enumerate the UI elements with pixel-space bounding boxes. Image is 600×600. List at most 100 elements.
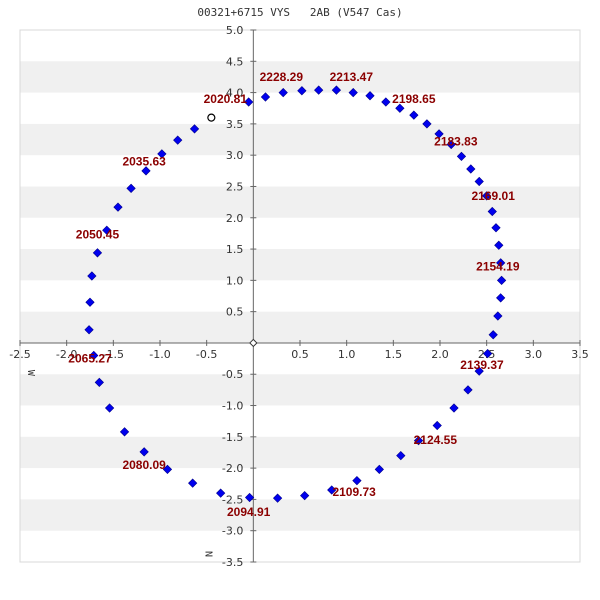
y-tick-label: 2.5 bbox=[226, 180, 244, 193]
orbit-point bbox=[474, 366, 484, 376]
orbit-point bbox=[87, 271, 97, 281]
y-tick-label: -1.5 bbox=[222, 431, 243, 444]
grid-band bbox=[20, 311, 580, 343]
y-tick-label: -3.5 bbox=[222, 556, 243, 569]
orbit-point bbox=[396, 450, 406, 461]
orbit-point bbox=[84, 325, 94, 335]
orbit-point bbox=[381, 97, 391, 107]
grid-band bbox=[20, 123, 580, 156]
x-axis-label: W bbox=[25, 370, 36, 377]
orbit-point bbox=[487, 206, 497, 217]
y-tick-label: 3.0 bbox=[226, 149, 244, 162]
orbit-point bbox=[327, 485, 337, 495]
x-tick-label: -1.0 bbox=[149, 348, 170, 361]
orbit-point bbox=[260, 92, 271, 102]
orbit-point bbox=[434, 129, 444, 139]
orbit-point bbox=[300, 491, 310, 501]
x-tick-label: -2.5 bbox=[9, 348, 30, 361]
orbit-point bbox=[413, 435, 424, 446]
orbit-point bbox=[297, 86, 307, 96]
orbit-point bbox=[272, 493, 283, 503]
orbit-point bbox=[126, 183, 136, 193]
orbit-point bbox=[374, 464, 384, 474]
primary-star-marker bbox=[249, 338, 258, 348]
orbit-point bbox=[432, 420, 442, 431]
x-tick-label: 3.0 bbox=[525, 348, 543, 361]
epoch-label: 2020.81 bbox=[204, 92, 248, 106]
epoch-label: 2228.29 bbox=[260, 70, 304, 84]
epoch-label: 2154.19 bbox=[476, 260, 520, 274]
epoch-label: 2169.01 bbox=[472, 189, 516, 203]
y-tick-label: 0.5 bbox=[226, 306, 244, 319]
epoch-label: 2198.65 bbox=[392, 92, 436, 106]
orbit-point bbox=[466, 164, 476, 174]
orbit-point bbox=[474, 176, 484, 187]
orbit-point bbox=[89, 350, 99, 361]
orbit-point bbox=[493, 311, 503, 321]
y-tick-label: 1.0 bbox=[226, 274, 244, 287]
epoch-label: 2213.47 bbox=[330, 70, 374, 84]
orbit-point bbox=[139, 447, 149, 457]
y-tick-label: 3.5 bbox=[226, 118, 244, 131]
x-tick-label: -2.0 bbox=[56, 348, 77, 361]
orbit-point bbox=[496, 293, 506, 303]
orbit-point bbox=[92, 248, 103, 258]
y-tick-label: 2.0 bbox=[226, 212, 244, 225]
y-tick-label: 5.0 bbox=[226, 24, 244, 37]
orbit-point bbox=[348, 87, 358, 98]
x-tick-label: -1.5 bbox=[103, 348, 124, 361]
orbit-point bbox=[496, 258, 506, 268]
y-tick-label: -1.0 bbox=[222, 400, 243, 413]
orbit-point bbox=[104, 403, 115, 413]
orbit-point bbox=[119, 427, 130, 437]
grid-band bbox=[20, 249, 580, 281]
x-tick-label: 3.5 bbox=[571, 348, 589, 361]
grid-band bbox=[20, 436, 580, 469]
orbit-point bbox=[244, 492, 255, 503]
orbit-point bbox=[482, 191, 492, 201]
orbit-point bbox=[482, 348, 493, 359]
orbit-point bbox=[314, 85, 324, 95]
orbit-point bbox=[395, 103, 405, 113]
orbit-point bbox=[102, 225, 112, 235]
y-tick-label: -2.0 bbox=[222, 462, 243, 475]
epoch-label: 2183.83 bbox=[434, 134, 478, 148]
y-tick-label: -0.5 bbox=[222, 368, 243, 381]
orbit-point bbox=[463, 385, 473, 395]
grid-band bbox=[20, 61, 580, 93]
orbit-point bbox=[331, 85, 342, 95]
orbit-point bbox=[491, 223, 501, 233]
orbit-point bbox=[446, 139, 456, 150]
epoch-label: 2109.73 bbox=[332, 485, 376, 499]
orbit-point bbox=[365, 91, 375, 101]
orbit-point bbox=[278, 87, 288, 98]
epoch-label: 2124.55 bbox=[414, 433, 458, 447]
epoch-label: 2139.37 bbox=[460, 358, 504, 372]
orbit-point bbox=[173, 135, 183, 145]
orbit-point bbox=[157, 149, 167, 159]
epoch-label: 2035.63 bbox=[122, 154, 166, 168]
chart-title: 00321+6715 VYS 2AB (V547 Cas) bbox=[197, 6, 403, 19]
orbit-point bbox=[494, 240, 504, 250]
orbit-point bbox=[422, 119, 432, 129]
x-tick-label: -0.5 bbox=[196, 348, 217, 361]
y-axis-label: N bbox=[202, 551, 213, 557]
y-tick-label: 4.0 bbox=[226, 87, 244, 100]
orbit-point bbox=[94, 377, 104, 387]
epoch-label: 2050.45 bbox=[76, 228, 120, 242]
orbit-point bbox=[409, 110, 419, 120]
epoch-label: 2065.27 bbox=[68, 352, 112, 366]
orbit-point bbox=[449, 403, 459, 413]
orbit-point bbox=[162, 464, 173, 474]
observed-position-marker bbox=[207, 113, 216, 122]
epoch-label: 2080.09 bbox=[122, 458, 166, 472]
grid-band bbox=[20, 374, 580, 406]
plot-frame bbox=[19, 29, 581, 563]
orbit-point bbox=[488, 330, 498, 340]
x-tick-label: 2.0 bbox=[431, 348, 449, 361]
grid-band bbox=[20, 499, 580, 531]
orbit-point bbox=[113, 202, 123, 212]
orbit-point bbox=[85, 297, 95, 307]
